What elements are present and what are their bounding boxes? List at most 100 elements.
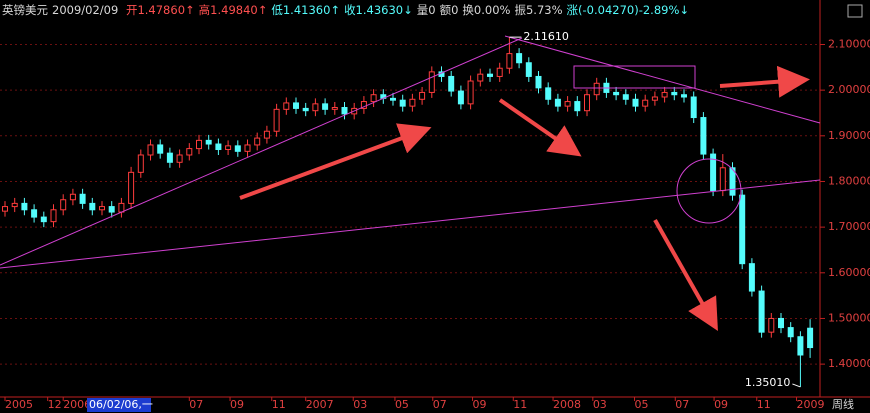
date: 2009/02/09	[52, 3, 119, 17]
y-tick-label: 1.70000	[828, 220, 870, 233]
x-tick-label: 2007	[306, 398, 334, 411]
trend-line	[0, 179, 821, 269]
candle-body	[293, 102, 299, 109]
candle-body	[467, 80, 474, 105]
candle-body	[283, 102, 290, 110]
candle-body	[477, 73, 484, 82]
candle-body	[390, 97, 396, 101]
candle-body	[60, 199, 67, 211]
candle-body	[574, 101, 581, 112]
candle-body	[671, 91, 678, 96]
candle-body	[69, 193, 76, 201]
candle-body	[79, 193, 86, 204]
candle-body	[613, 91, 620, 96]
candle-body	[419, 91, 426, 100]
candle-body	[263, 130, 270, 139]
x-tick-label: 2008	[553, 398, 581, 411]
x-tick-label: 12	[48, 398, 62, 411]
candle-body	[622, 94, 629, 100]
candle-body	[661, 91, 668, 98]
arrow	[239, 123, 432, 200]
arrows	[239, 65, 810, 331]
candle-body	[748, 263, 755, 292]
header-field: 额0	[439, 3, 459, 17]
header-field: 涨(-0.04270)-2.89%↓	[566, 3, 690, 17]
x-tick-label: 09	[230, 398, 244, 411]
candle-body	[147, 144, 154, 156]
candle-body	[166, 152, 173, 163]
header: 英镑美元 2009/02/09 开1.47860↑ 高1.49840↑ 低1.4136…	[2, 2, 693, 18]
circle-mark	[676, 158, 742, 224]
x-tick-label: 05	[635, 398, 649, 411]
x-tick-label: 11	[513, 398, 527, 411]
y-tick-label: 1.80000	[828, 174, 870, 187]
x-tick-label: 05	[395, 398, 409, 411]
candle-body	[496, 67, 503, 77]
annotation-label: 1.35010	[745, 376, 791, 389]
drawings	[0, 35, 821, 269]
candle-body	[370, 94, 377, 103]
x-tick-label: 11	[757, 398, 771, 411]
x-tick-label: 09	[473, 398, 487, 411]
candle-body	[535, 75, 542, 89]
header-field: 开1.47860↑	[125, 3, 195, 17]
candle-body	[312, 103, 319, 112]
trend-line	[0, 37, 523, 266]
y-tick-label: 1.90000	[828, 129, 870, 142]
y-tick-label: 1.50000	[828, 311, 870, 324]
candle-body	[729, 167, 736, 196]
candle-body	[176, 154, 183, 163]
x-tick-label: 09	[714, 398, 728, 411]
candle-body	[409, 98, 416, 107]
cursor-box	[87, 398, 151, 412]
candle-body	[719, 167, 726, 192]
candle-body	[331, 106, 338, 110]
candle-body	[2, 206, 8, 212]
candle-body	[108, 206, 115, 213]
candle-body	[302, 107, 309, 112]
candle-body	[739, 194, 746, 265]
y-tick-label: 1.40000	[828, 357, 870, 370]
y-tick-label: 2.10000	[828, 37, 870, 50]
candle-body	[787, 327, 794, 338]
y-tick-label: 2.00000	[828, 83, 870, 96]
annotation-label: 2.11610	[523, 30, 569, 43]
candle-body	[448, 75, 455, 92]
x-tick-label: 11	[272, 398, 286, 411]
arrow	[719, 65, 810, 98]
candle-body	[399, 99, 406, 107]
candle-body	[700, 117, 707, 155]
arrow	[653, 219, 718, 331]
candle-body	[118, 202, 125, 213]
header-field: 振5.73%	[514, 3, 563, 17]
candle-body	[225, 145, 232, 151]
candle-body	[215, 143, 222, 151]
candle-body	[244, 144, 251, 152]
candle-body	[89, 202, 96, 211]
candle-body	[234, 145, 241, 152]
period-label[interactable]: 周线	[832, 397, 854, 411]
header-field: 低1.41360↑	[271, 3, 341, 17]
candle-body	[516, 53, 523, 64]
x-tick-label: 03	[593, 398, 607, 411]
trend-line	[504, 35, 821, 124]
range-box	[573, 65, 696, 89]
x-tick-label: 07	[675, 398, 689, 411]
candle-body	[545, 87, 552, 100]
candle-body	[31, 209, 38, 218]
cursor-label: 06/02/06,一	[89, 398, 153, 411]
candle-body	[554, 98, 561, 107]
candle-body	[457, 90, 464, 105]
candle-body	[681, 94, 687, 98]
candle-body	[632, 98, 639, 107]
candle-body	[50, 209, 57, 223]
candle-body	[807, 327, 814, 349]
candle-body	[778, 317, 784, 329]
corner-icon[interactable]	[847, 4, 863, 18]
candle-body	[651, 96, 658, 101]
candle-body	[254, 137, 261, 146]
candle-body	[593, 82, 600, 96]
header-field: 换0.00%	[462, 3, 511, 17]
candle-body	[768, 317, 775, 333]
